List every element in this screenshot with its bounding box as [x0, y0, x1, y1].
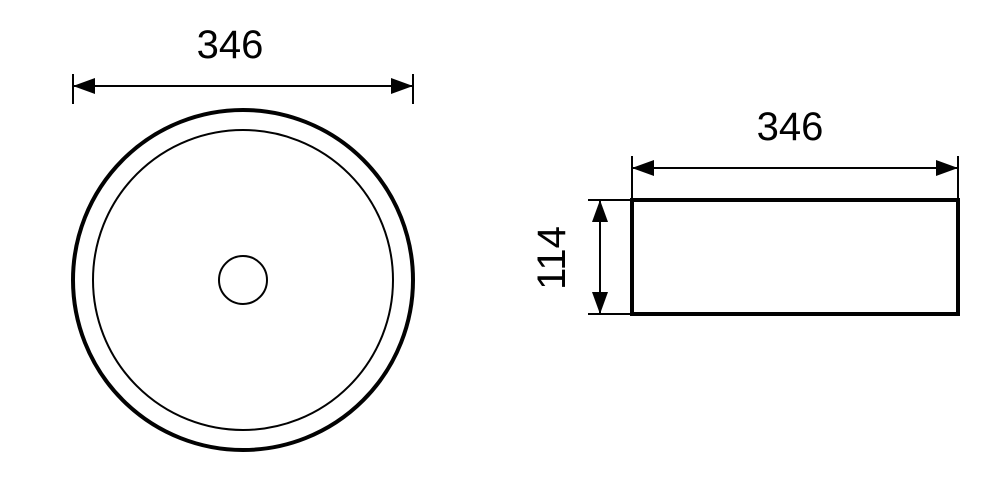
- arrowhead-left: [73, 78, 95, 94]
- arrowhead-bottom: [592, 292, 608, 314]
- dimension-value-width: 346: [757, 105, 824, 149]
- outer-circle: [73, 110, 413, 450]
- side-rectangle: [632, 200, 958, 314]
- arrowhead-top: [592, 200, 608, 222]
- arrowhead-right: [936, 160, 958, 176]
- drain-circle: [219, 256, 267, 304]
- dimension-width: 346: [632, 105, 958, 198]
- arrowhead-left: [632, 160, 654, 176]
- technical-drawing: 346 346 114: [0, 0, 1000, 503]
- dimension-value-diameter: 346: [197, 23, 264, 67]
- arrowhead-right: [391, 78, 413, 94]
- side-view: 346 114: [530, 105, 958, 314]
- dimension-value-height: 114: [530, 226, 574, 290]
- top-view: 346: [73, 23, 413, 450]
- dimension-diameter: 346: [73, 23, 413, 104]
- inner-circle: [93, 130, 393, 430]
- dimension-height: 114: [530, 200, 630, 314]
